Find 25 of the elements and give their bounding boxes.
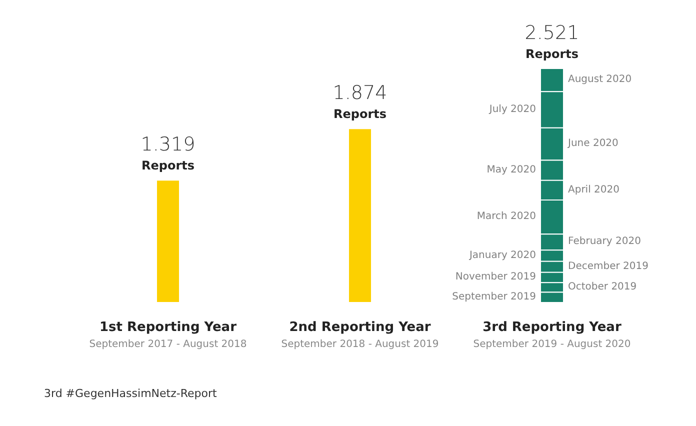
series-label: April 2020 [568, 184, 620, 196]
annotation: 1.874 [332, 82, 388, 104]
series-label: August 2020 [568, 74, 632, 86]
series-label: December 2019 [568, 260, 648, 272]
text: 3rd #GegenHassimNetz-Report [44, 386, 218, 400]
annotation: 1.319 [140, 134, 196, 156]
annotation: Reports [141, 158, 195, 173]
annotation: Reports [525, 47, 579, 61]
x-tick-label: 2nd Reporting Year [289, 320, 432, 335]
series-label: January 2020 [468, 250, 536, 261]
text: September 2018 - August 2019 [281, 339, 439, 350]
annotation: 2.521 [524, 22, 580, 44]
text: September 2019 - August 2020 [473, 339, 631, 350]
series-label: February 2020 [568, 236, 641, 248]
annotation: Reports [333, 107, 387, 122]
series-label: June 2020 [567, 138, 618, 150]
text: September 2017 - August 2018 [89, 339, 247, 350]
series-label: March 2020 [476, 211, 536, 222]
series-label: May 2020 [486, 164, 536, 176]
series-label: November 2019 [455, 272, 536, 283]
series-label: July 2020 [488, 104, 536, 115]
x-tick-label: 3rd Reporting Year [482, 320, 622, 335]
series-label: October 2019 [568, 282, 637, 292]
series-label: September 2019 [452, 291, 536, 302]
x-tick-label: 1st Reporting Year [100, 320, 238, 335]
